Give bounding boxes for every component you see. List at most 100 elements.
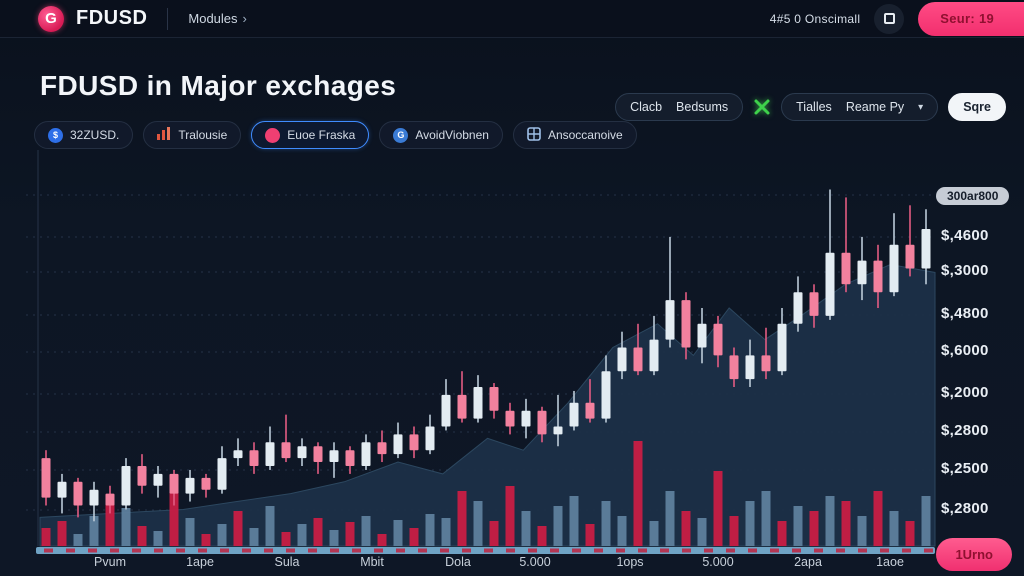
scrollbar-mark — [550, 548, 559, 553]
nav-left: G FDUSD Modules › — [0, 5, 247, 32]
volume-bar — [601, 501, 611, 546]
scrollbar-mark — [616, 548, 625, 553]
dropdown-label-right: Reame Py — [845, 100, 905, 114]
chip-label: Tralousie — [178, 128, 228, 142]
nav-menu-label: Modules — [188, 11, 238, 26]
volume-bar — [825, 496, 835, 546]
scrollbar-mark — [924, 548, 933, 553]
volume-bar — [441, 518, 451, 546]
scrollbar-mark — [88, 548, 97, 553]
chip-exchange-active[interactable]: Euoe Fraska — [251, 121, 370, 149]
candle-up — [57, 481, 67, 498]
volume-bar — [873, 491, 883, 546]
volume-bar — [505, 486, 515, 546]
chip-avoid[interactable]: G AvoidViobnen — [379, 121, 503, 149]
candle-down — [41, 458, 51, 498]
candle-up — [825, 252, 835, 316]
scrollbar-mark — [440, 548, 449, 553]
candle-down — [137, 466, 147, 486]
scrollbar-mark — [352, 548, 361, 553]
candle-down — [905, 244, 915, 269]
footer-action-button[interactable]: 1Urno — [936, 538, 1012, 571]
chip-label: AvoidViobnen — [415, 128, 489, 142]
chip-currency[interactable]: $ 32ZUSD. — [34, 121, 134, 149]
window-button[interactable] — [874, 3, 905, 34]
volume-bar — [249, 528, 259, 546]
scrollbar-mark — [836, 548, 845, 553]
candle-down — [505, 410, 515, 427]
toggle-option-right[interactable]: Bedsums — [676, 100, 729, 114]
scrollbar-mark — [770, 548, 779, 553]
timeframe-dropdown[interactable]: Tialles Reame Py ▾ — [781, 93, 939, 121]
square-icon — [883, 13, 895, 24]
candle-down — [633, 347, 643, 372]
scrollbar-mark — [66, 548, 75, 553]
volume-bar — [633, 441, 643, 546]
scrollbar-mark — [418, 548, 427, 553]
volume-bar — [217, 524, 227, 546]
scrollbar-mark — [308, 548, 317, 553]
volume-bar — [153, 531, 163, 546]
volume-bar — [425, 514, 435, 546]
candle-down — [313, 446, 323, 463]
candle-up — [521, 410, 531, 427]
volume-bar — [905, 521, 915, 546]
scrollbar-mark — [726, 548, 735, 553]
candle-up — [329, 450, 339, 463]
chevron-right-icon: › — [242, 11, 247, 26]
volume-bar — [585, 524, 595, 546]
scrollbar-mark — [528, 548, 537, 553]
candle-up — [425, 426, 435, 451]
chip-associative[interactable]: Ansoccanoive — [512, 121, 637, 149]
candle-up — [441, 394, 451, 427]
candle-down — [809, 292, 819, 316]
divider — [167, 7, 169, 30]
volume-bar — [393, 520, 403, 546]
candle-up — [233, 450, 243, 459]
candle-down — [345, 450, 355, 466]
candle-up — [553, 426, 563, 435]
signin-button[interactable]: Seur: 19 — [918, 1, 1024, 36]
scrollbar-mark — [902, 548, 911, 553]
chip-trades[interactable]: Tralousie — [143, 121, 242, 149]
candle-up — [745, 355, 755, 380]
volume-bar — [409, 528, 419, 546]
candle-up — [153, 473, 163, 486]
volume-bar — [41, 528, 51, 546]
scrollbar-mark — [858, 548, 867, 553]
volume-bar — [121, 508, 131, 546]
scrollbar-mark — [682, 548, 691, 553]
volume-bar — [169, 476, 179, 546]
scrollbar-mark — [880, 548, 889, 553]
scrollbar-mark — [748, 548, 757, 553]
green-x-icon[interactable] — [753, 98, 771, 116]
candle-up — [473, 387, 483, 419]
candlestick-chart-canvas — [26, 150, 936, 554]
chip-label: 32ZUSD. — [70, 128, 120, 142]
brand-logo-icon[interactable]: G — [38, 5, 64, 32]
nav-menu-modules[interactable]: Modules › — [188, 11, 246, 26]
share-button[interactable]: Sqre — [948, 93, 1006, 121]
scrollbar-mark — [594, 548, 603, 553]
volume-bar — [313, 518, 323, 546]
header-controls: Clacb Bedsums Tialles Reame Py ▾ Sqre — [615, 93, 1006, 121]
candle-down — [377, 442, 387, 455]
dropdown-label-left: Tialles — [796, 100, 832, 114]
candle-up — [777, 323, 787, 372]
scrollbar-mark — [704, 548, 713, 553]
scrollbar-mark — [462, 548, 471, 553]
scrollbar-mark — [792, 548, 801, 553]
candle-down — [249, 450, 259, 466]
toggle-option-left[interactable]: Clacb — [630, 100, 663, 114]
volume-bar — [185, 518, 195, 546]
volume-bar — [489, 521, 499, 546]
volume-bar — [57, 521, 67, 546]
scrollbar-mark — [374, 548, 383, 553]
candle-down — [841, 252, 851, 285]
volume-bar — [457, 491, 467, 546]
candle-down — [537, 410, 547, 435]
volume-bar — [329, 530, 339, 546]
candle-down — [729, 355, 739, 380]
candle-down — [409, 434, 419, 451]
